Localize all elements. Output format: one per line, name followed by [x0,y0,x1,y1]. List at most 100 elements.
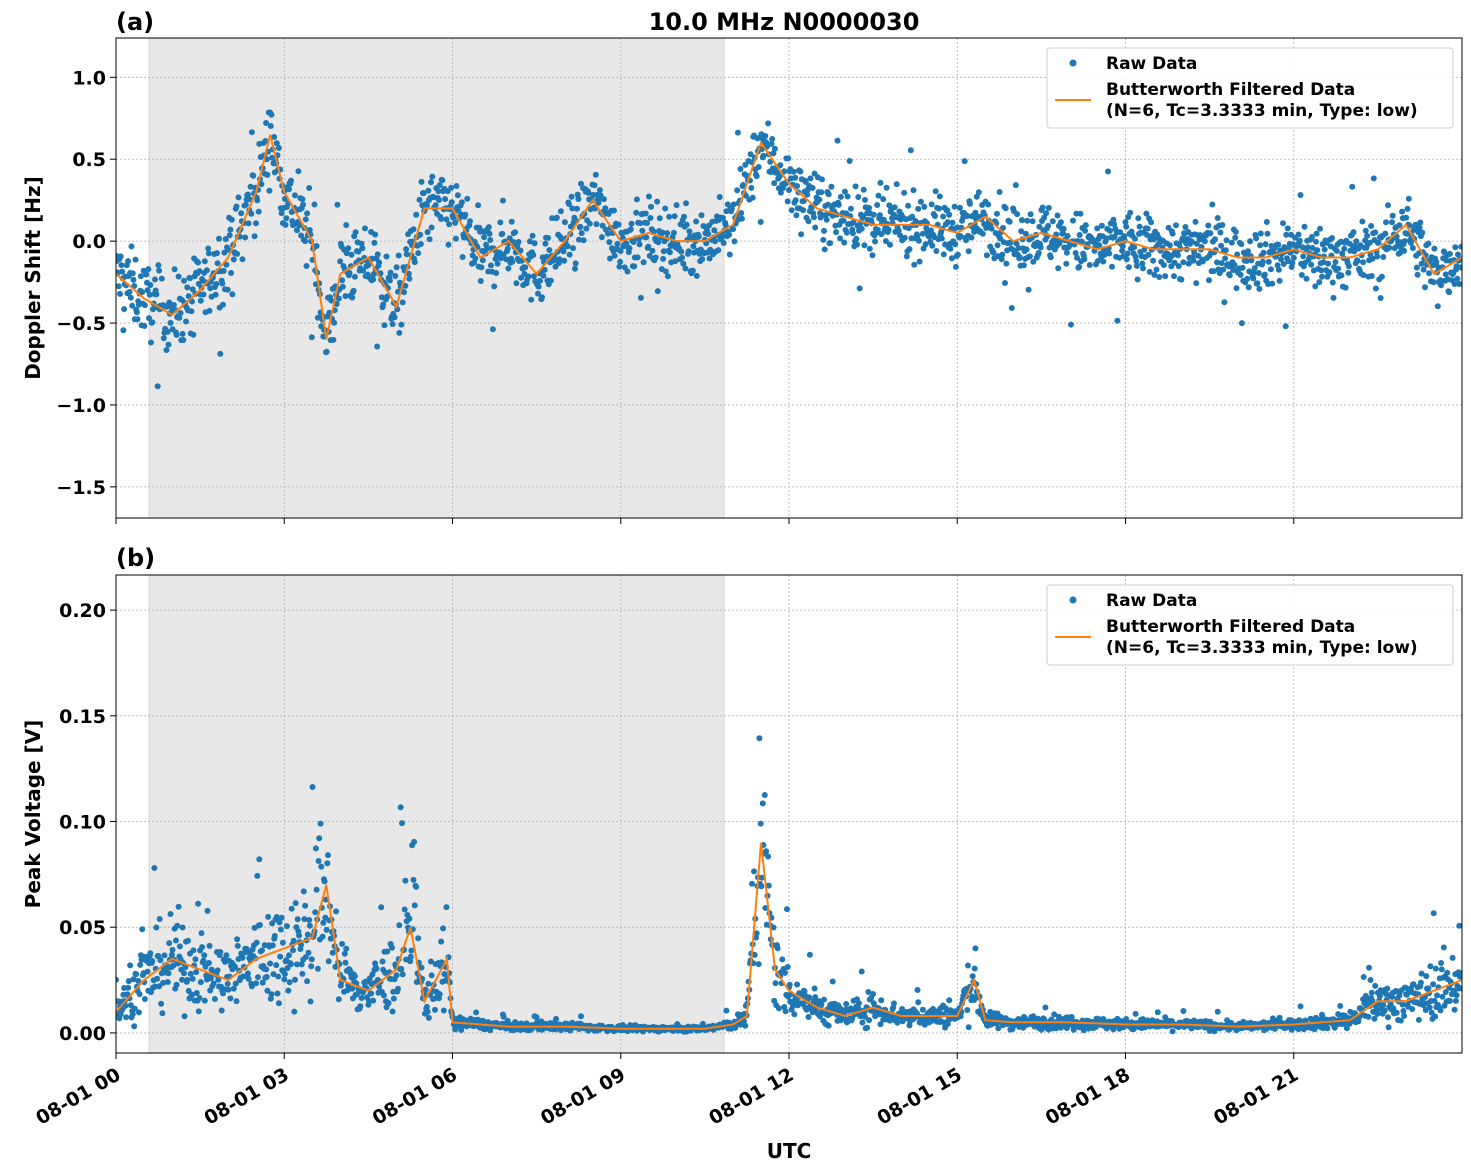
raw-data-point [331,319,338,326]
raw-data-point [1220,266,1227,273]
raw-data-point [748,184,755,191]
raw-data-point [716,194,723,200]
raw-data-point [1144,225,1151,232]
raw-data-point [885,226,892,233]
raw-data-point [737,166,744,172]
raw-data-point [1378,273,1385,280]
raw-data-point [383,253,390,260]
raw-data-point [660,248,667,255]
raw-data-point [125,978,132,985]
raw-data-point [148,339,154,346]
raw-data-point [417,241,424,247]
raw-data-point [1339,250,1346,257]
raw-data-point [345,245,352,252]
raw-data-point [654,288,661,295]
raw-data-point [1221,299,1228,306]
raw-data-point [649,247,656,254]
raw-data-point [1192,218,1199,225]
raw-data-point [163,347,170,353]
raw-data-point [1036,223,1043,230]
raw-data-point [779,956,786,963]
raw-data-point [1316,279,1323,286]
raw-data-point [483,245,490,252]
raw-data-point [264,987,271,994]
raw-data-point [1237,271,1244,278]
raw-data-point [760,152,767,159]
raw-data-point [841,239,848,246]
raw-data-point [369,971,376,978]
raw-data-point [818,1001,825,1008]
raw-data-point [141,302,148,309]
raw-data-point [320,919,327,926]
raw-data-point [880,196,887,203]
raw-data-point [453,183,460,189]
raw-data-point [153,924,160,931]
raw-data-point [214,250,220,257]
raw-data-point [1035,250,1042,256]
raw-data-point [259,947,265,954]
raw-data-point [535,290,541,297]
raw-data-point [672,258,679,265]
raw-data-point [1077,210,1084,217]
raw-data-point [901,234,908,241]
raw-data-point [1226,272,1233,279]
raw-data-point [288,177,294,184]
raw-data-point [639,227,646,234]
raw-data-point [662,205,669,212]
raw-data-point [837,193,844,200]
raw-data-point [693,218,700,225]
raw-data-point [712,238,718,245]
raw-data-point [397,804,404,811]
raw-data-point [878,997,885,1004]
raw-data-point [161,952,168,959]
x-tick-label: 08-01 18 [1042,1064,1134,1130]
raw-data-point [254,872,261,879]
raw-data-point [299,970,306,977]
raw-data-point [566,251,573,258]
raw-data-point [893,181,900,188]
raw-data-point [895,227,902,234]
raw-data-point [255,974,261,981]
raw-data-point [774,945,781,952]
raw-data-point [216,235,222,242]
raw-data-point [302,954,309,961]
raw-data-point [969,973,976,980]
raw-data-point [267,960,274,967]
raw-data-point [633,209,640,216]
raw-data-point [1319,273,1325,280]
raw-data-point [659,229,666,236]
raw-data-point [1064,232,1071,239]
raw-data-point [487,237,494,243]
raw-data-point [954,251,961,258]
raw-data-point [450,214,457,221]
raw-data-point [374,343,381,350]
raw-data-point [454,192,461,199]
raw-data-point [1387,1001,1394,1008]
raw-data-point [222,236,229,243]
raw-data-point [1175,263,1182,270]
raw-data-point [1374,1010,1381,1017]
raw-data-point [1024,217,1031,224]
raw-data-point [1254,280,1261,287]
raw-data-point [1342,284,1349,291]
raw-data-point [1003,260,1010,267]
raw-data-point [1190,257,1197,264]
raw-data-point [903,253,910,260]
y-tick-label: 0.5 [72,149,106,171]
raw-data-point [428,972,435,979]
shaded-region [148,574,725,1054]
raw-data-point [843,1001,850,1007]
raw-data-point [1125,264,1132,271]
raw-data-point [1278,256,1284,263]
raw-data-point [339,283,346,290]
raw-data-point [763,848,770,855]
raw-data-point [413,211,420,218]
raw-data-point [1122,219,1129,226]
raw-data-point [998,256,1005,263]
raw-data-point [235,194,242,201]
raw-data-point [275,973,282,980]
raw-data-point [860,213,866,220]
panel-b-label: (b) [116,544,155,572]
raw-data-point [411,259,418,266]
raw-data-point [1042,1004,1049,1011]
